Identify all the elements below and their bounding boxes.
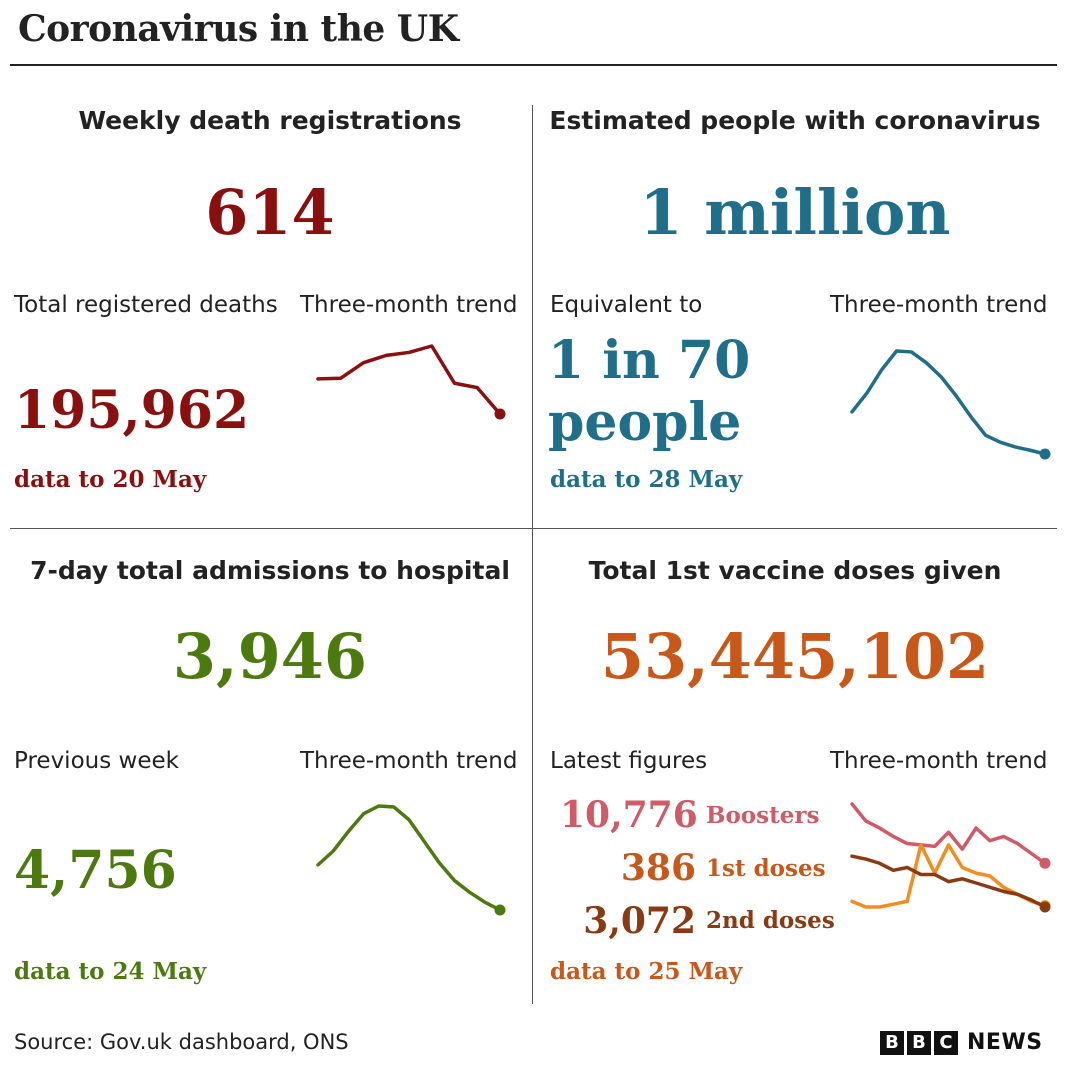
hospital-previous-label: Previous week xyxy=(14,748,179,774)
logo-news-word: NEWS xyxy=(967,1030,1043,1055)
deaths-trend-label: Three-month trend xyxy=(300,292,518,318)
estimated-value: 1 million xyxy=(639,176,951,249)
vaccine-trend-label: Three-month trend xyxy=(830,748,1048,774)
vertical-divider-top xyxy=(532,105,533,528)
hospital-trend-chart xyxy=(316,804,506,916)
trend-end-dot-second-doses xyxy=(1039,901,1051,913)
deaths-value: 614 xyxy=(205,176,335,249)
trend-line-boosters xyxy=(850,802,1047,866)
estimated-heading: Estimated people with coronavirus xyxy=(549,106,1041,135)
second-doses-value: 3,072 xyxy=(583,900,696,942)
deaths-trend-chart xyxy=(316,344,506,420)
vaccine-trend-chart xyxy=(850,802,1051,913)
vaccine-latest-label: Latest figures xyxy=(550,748,708,774)
trend-line-hospital xyxy=(316,804,502,912)
page-title: Coronavirus in the UK xyxy=(18,8,459,50)
deaths-total-value: 195,962 xyxy=(14,380,250,441)
boosters-label: Boosters xyxy=(706,802,820,829)
vaccine-heading: Total 1st vaccine doses given xyxy=(588,556,1002,585)
first-doses-value: 386 xyxy=(620,847,696,889)
vaccine-date-note: data to 25 May xyxy=(550,958,743,985)
source-note: Source: Gov.uk dashboard, ONS xyxy=(14,1030,349,1054)
vertical-divider-bottom xyxy=(532,528,533,1004)
deaths-date-note: data to 20 May xyxy=(14,466,207,493)
hospital-date-note: data to 24 May xyxy=(14,958,207,985)
boosters-value: 10,776 xyxy=(560,794,698,836)
hospital-previous-value: 4,756 xyxy=(14,840,177,901)
trend-end-dot-estimated xyxy=(1039,448,1051,460)
logo-letter-b2: B xyxy=(907,1030,931,1055)
bbc-news-logo: B B C NEWS xyxy=(880,1030,1043,1055)
estimated-ratio-line1: 1 in 70 xyxy=(548,330,751,391)
logo-letter-c: C xyxy=(934,1030,958,1055)
estimated-ratio-line2: people xyxy=(548,392,742,453)
deaths-heading: Weekly death registrations xyxy=(78,106,462,135)
first-doses-label: 1st doses xyxy=(706,855,826,882)
trend-line-estimated xyxy=(850,349,1047,456)
trend-end-dot-deaths xyxy=(494,408,506,420)
trend-line-deaths xyxy=(316,344,502,416)
estimated-trend-label: Three-month trend xyxy=(830,292,1048,318)
trend-line-first-doses xyxy=(850,843,1047,909)
trend-end-dot-hospital xyxy=(494,904,506,916)
estimated-trend-chart xyxy=(850,349,1051,460)
trend-line-second-doses xyxy=(850,854,1047,909)
deaths-total-label: Total registered deaths xyxy=(14,292,278,318)
trend-end-dot-boosters xyxy=(1039,857,1051,869)
horizontal-divider xyxy=(10,528,1057,529)
second-doses-label: 2nd doses xyxy=(706,907,835,934)
title-rule xyxy=(10,64,1057,66)
hospital-trend-label: Three-month trend xyxy=(300,748,518,774)
vaccine-value: 53,445,102 xyxy=(600,620,990,693)
estimated-equivalent-label: Equivalent to xyxy=(550,292,703,318)
logo-letter-b1: B xyxy=(880,1030,904,1055)
estimated-date-note: data to 28 May xyxy=(550,466,743,493)
hospital-value: 3,946 xyxy=(172,620,368,693)
hospital-heading: 7-day total admissions to hospital xyxy=(30,556,510,585)
